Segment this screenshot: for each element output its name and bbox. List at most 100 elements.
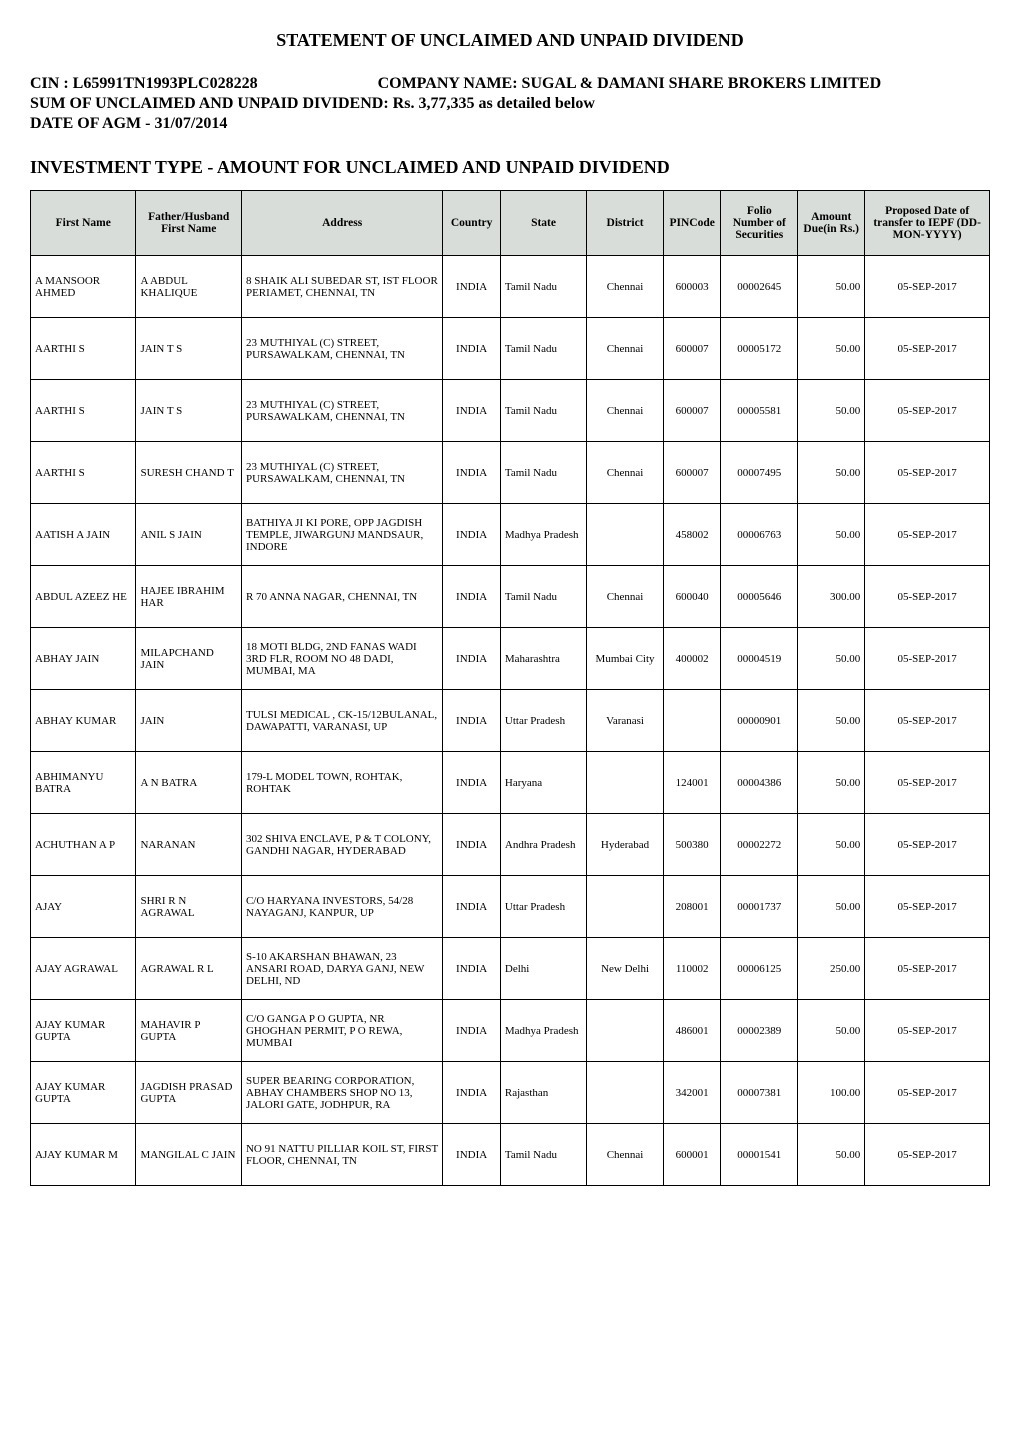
cell-col-folio: 00002645 (721, 256, 798, 318)
cell-col-country: INDIA (443, 938, 501, 1000)
cell-col-amount: 50.00 (798, 318, 865, 380)
cell-col-folio: 00002389 (721, 1000, 798, 1062)
table-row: AJAYSHRI R N AGRAWALC/O HARYANA INVESTOR… (31, 876, 990, 938)
cell-col-state: Tamil Nadu (500, 442, 586, 504)
cell-col-pin: 458002 (663, 504, 721, 566)
cell-col-state: Tamil Nadu (500, 566, 586, 628)
cell-col-district: New Delhi (587, 938, 664, 1000)
cell-col-district (587, 752, 664, 814)
cell-col-country: INDIA (443, 876, 501, 938)
cell-col-folio: 00005581 (721, 380, 798, 442)
cell-col-father: NARANAN (136, 814, 241, 876)
cell-col-first: ABHIMANYU BATRA (31, 752, 136, 814)
cell-col-country: INDIA (443, 318, 501, 380)
cell-col-father: JAIN (136, 690, 241, 752)
cell-col-state: Delhi (500, 938, 586, 1000)
cell-col-country: INDIA (443, 1124, 501, 1186)
th-amount: Amount Due(in Rs.) (798, 191, 865, 256)
cell-col-district: Chennai (587, 1124, 664, 1186)
cell-col-addr: S-10 AKARSHAN BHAWAN, 23 ANSARI ROAD, DA… (241, 938, 442, 1000)
cell-col-addr: 23 MUTHIYAL (C) STREET, PURSAWALKAM, CHE… (241, 442, 442, 504)
cell-col-pin: 342001 (663, 1062, 721, 1124)
cell-col-country: INDIA (443, 442, 501, 504)
cell-col-folio: 00006763 (721, 504, 798, 566)
cell-col-addr: SUPER BEARING CORPORATION, ABHAY CHAMBER… (241, 1062, 442, 1124)
cell-col-pin: 600001 (663, 1124, 721, 1186)
cell-col-date: 05-SEP-2017 (865, 628, 990, 690)
table-header-row: First Name Father/Husband First Name Add… (31, 191, 990, 256)
cell-col-date: 05-SEP-2017 (865, 1000, 990, 1062)
th-folio: Folio Number of Securities (721, 191, 798, 256)
table-row: AARTHI SJAIN T S23 MUTHIYAL (C) STREET, … (31, 318, 990, 380)
cell-col-date: 05-SEP-2017 (865, 752, 990, 814)
company-label: COMPANY NAME: (378, 75, 522, 92)
cell-col-father: SHRI R N AGRAWAL (136, 876, 241, 938)
cell-col-country: INDIA (443, 504, 501, 566)
cell-col-district (587, 504, 664, 566)
cell-col-first: AJAY KUMAR GUPTA (31, 1000, 136, 1062)
cell-col-date: 05-SEP-2017 (865, 938, 990, 1000)
table-row: ABHAY JAINMILAPCHAND JAIN18 MOTI BLDG, 2… (31, 628, 990, 690)
table-row: AARTHI SJAIN T S23 MUTHIYAL (C) STREET, … (31, 380, 990, 442)
th-state: State (500, 191, 586, 256)
cell-col-folio: 00001541 (721, 1124, 798, 1186)
cell-col-country: INDIA (443, 380, 501, 442)
cell-col-addr: R 70 ANNA NAGAR, CHENNAI, TN (241, 566, 442, 628)
cell-col-country: INDIA (443, 566, 501, 628)
cell-col-addr: 23 MUTHIYAL (C) STREET, PURSAWALKAM, CHE… (241, 380, 442, 442)
th-pin: PINCode (663, 191, 721, 256)
cell-col-father: JAIN T S (136, 318, 241, 380)
cell-col-state: Tamil Nadu (500, 318, 586, 380)
statement-title: STATEMENT OF UNCLAIMED AND UNPAID DIVIDE… (30, 30, 990, 51)
cell-col-first: ACHUTHAN A P (31, 814, 136, 876)
cell-col-father: MAHAVIR P GUPTA (136, 1000, 241, 1062)
cell-col-date: 05-SEP-2017 (865, 380, 990, 442)
cell-col-date: 05-SEP-2017 (865, 1062, 990, 1124)
cell-col-district: Varanasi (587, 690, 664, 752)
cell-col-date: 05-SEP-2017 (865, 256, 990, 318)
cell-col-folio: 00004386 (721, 752, 798, 814)
cell-col-first: AJAY KUMAR M (31, 1124, 136, 1186)
cell-col-district: Chennai (587, 318, 664, 380)
cell-col-district: Mumbai City (587, 628, 664, 690)
cell-col-state: Tamil Nadu (500, 1124, 586, 1186)
th-country: Country (443, 191, 501, 256)
table-row: AJAY KUMAR MMANGILAL C JAINNO 91 NATTU P… (31, 1124, 990, 1186)
cell-col-amount: 50.00 (798, 814, 865, 876)
cell-col-state: Madhya Pradesh (500, 504, 586, 566)
cell-col-pin: 124001 (663, 752, 721, 814)
cell-col-state: Tamil Nadu (500, 256, 586, 318)
cell-col-district: Hyderabad (587, 814, 664, 876)
cell-col-state: Maharashtra (500, 628, 586, 690)
th-date: Proposed Date of transfer to IEPF (DD-MO… (865, 191, 990, 256)
table-row: ABHAY KUMARJAINTULSI MEDICAL , CK-15/12B… (31, 690, 990, 752)
cell-col-folio: 00002272 (721, 814, 798, 876)
cell-col-addr: C/O HARYANA INVESTORS, 54/28 NAYAGANJ, K… (241, 876, 442, 938)
th-father: Father/Husband First Name (136, 191, 241, 256)
cell-col-pin: 400002 (663, 628, 721, 690)
table-row: AJAY AGRAWALAGRAWAL R LS-10 AKARSHAN BHA… (31, 938, 990, 1000)
cell-col-date: 05-SEP-2017 (865, 814, 990, 876)
cell-col-folio: 00004519 (721, 628, 798, 690)
cell-col-addr: 18 MOTI BLDG, 2ND FANAS WADI 3RD FLR, RO… (241, 628, 442, 690)
cell-col-first: A MANSOOR AHMED (31, 256, 136, 318)
table-row: ABHIMANYU BATRAA N BATRA179-L MODEL TOWN… (31, 752, 990, 814)
cell-col-pin: 110002 (663, 938, 721, 1000)
cell-col-folio: 00006125 (721, 938, 798, 1000)
cell-col-district: Chennai (587, 566, 664, 628)
cell-col-addr: C/O GANGA P O GUPTA, NR GHOGHAN PERMIT, … (241, 1000, 442, 1062)
th-addr: Address (241, 191, 442, 256)
cell-col-date: 05-SEP-2017 (865, 566, 990, 628)
cell-col-state: Tamil Nadu (500, 380, 586, 442)
cell-col-state: Haryana (500, 752, 586, 814)
agm-line: DATE OF AGM - 31/07/2014 (30, 115, 990, 133)
cell-col-father: MANGILAL C JAIN (136, 1124, 241, 1186)
cell-col-folio: 00001737 (721, 876, 798, 938)
cell-col-pin (663, 690, 721, 752)
cell-col-amount: 50.00 (798, 442, 865, 504)
cell-col-folio: 00007381 (721, 1062, 798, 1124)
cell-col-country: INDIA (443, 1000, 501, 1062)
cell-col-first: AARTHI S (31, 442, 136, 504)
cell-col-first: ABHAY KUMAR (31, 690, 136, 752)
cell-col-country: INDIA (443, 1062, 501, 1124)
